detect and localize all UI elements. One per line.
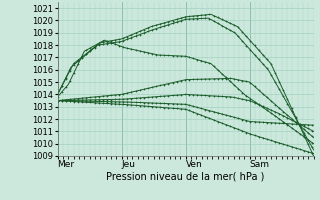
X-axis label: Pression niveau de la mer( hPa ): Pression niveau de la mer( hPa )	[107, 172, 265, 182]
